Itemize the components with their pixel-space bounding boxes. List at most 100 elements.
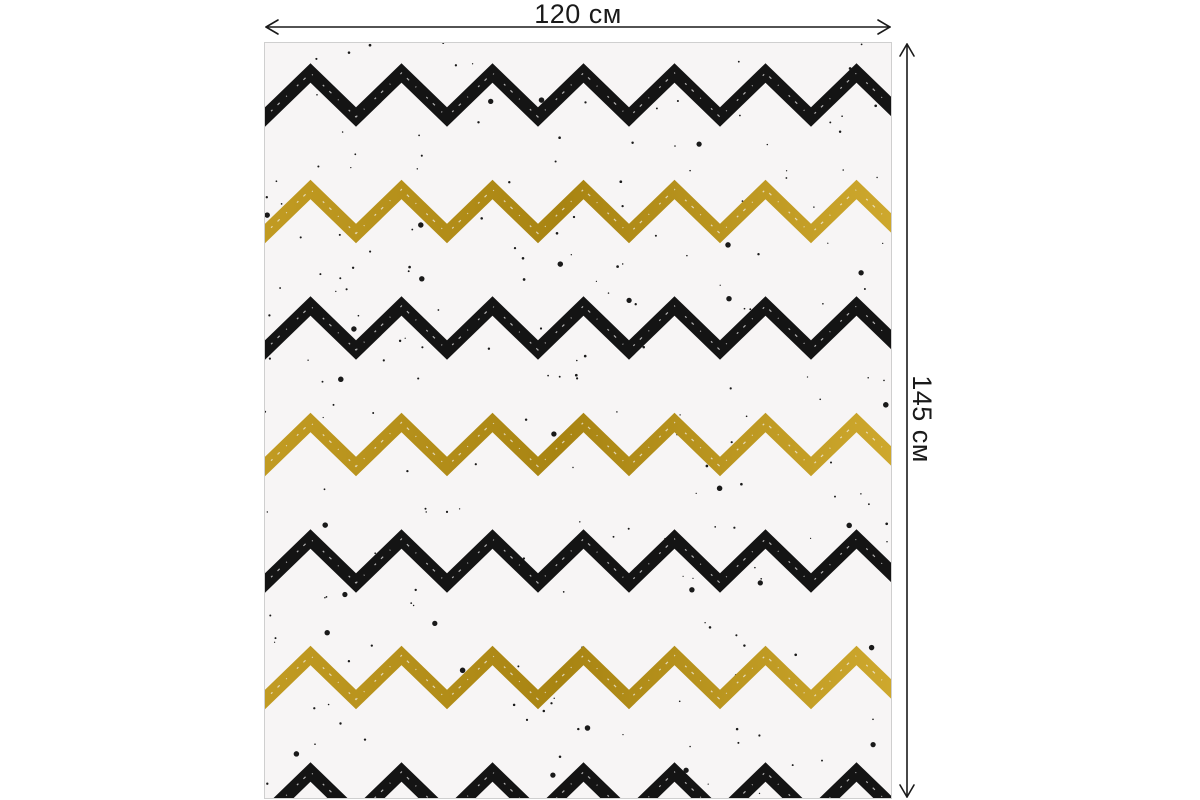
ink-speckle xyxy=(316,94,318,96)
ink-speckle xyxy=(572,466,574,469)
ink-speckle xyxy=(631,141,634,145)
ink-speckle xyxy=(806,376,809,378)
ink-speckle xyxy=(525,718,529,722)
ink-speckle xyxy=(870,741,876,748)
ink-speckle xyxy=(542,709,546,713)
ink-speckle xyxy=(860,493,862,495)
ink-speckle xyxy=(369,250,372,253)
ink-speckle xyxy=(621,204,624,208)
ink-speckle xyxy=(324,596,326,599)
ink-speckle xyxy=(406,469,409,473)
ink-speckle xyxy=(265,410,267,413)
ink-speckle xyxy=(574,373,578,377)
ink-speckle xyxy=(339,722,342,725)
ink-speckle xyxy=(707,783,709,785)
ink-speckle xyxy=(683,767,689,773)
ink-speckle xyxy=(621,263,624,265)
ink-speckle xyxy=(477,121,480,124)
ink-speckle xyxy=(471,63,474,65)
ink-speckle xyxy=(512,703,516,707)
ink-speckle xyxy=(607,292,610,294)
ink-speckle xyxy=(695,492,697,495)
ink-speckle xyxy=(554,160,557,163)
ink-speckle xyxy=(419,276,425,282)
ink-speckle xyxy=(682,575,684,577)
ink-speckle xyxy=(819,398,822,401)
ink-speckle xyxy=(314,743,316,746)
black-chevron-stripe xyxy=(265,296,891,360)
ink-speckle xyxy=(570,254,572,256)
ink-speckle xyxy=(317,165,320,168)
ink-speckle xyxy=(354,153,357,156)
ink-speckle xyxy=(809,537,812,540)
ink-speckle xyxy=(714,526,717,528)
ink-speckle xyxy=(737,60,740,63)
ink-speckle xyxy=(827,242,829,244)
ink-speckle xyxy=(266,511,268,513)
ink-speckle xyxy=(339,277,342,280)
ink-speckle xyxy=(418,134,420,137)
ink-speckle xyxy=(822,302,824,305)
ink-speckle xyxy=(886,540,888,543)
ink-speckle xyxy=(550,772,556,778)
ink-speckle xyxy=(508,181,511,184)
ink-speckle xyxy=(676,99,679,103)
width-label: 120 см xyxy=(534,0,622,29)
ink-speckle xyxy=(341,131,344,133)
ink-speckle xyxy=(273,641,276,643)
ink-speckle xyxy=(517,665,520,668)
ink-speckle xyxy=(754,566,756,569)
width-arrow-left xyxy=(265,19,279,35)
ink-speckle xyxy=(558,136,561,140)
ink-speckle xyxy=(735,727,739,731)
ink-speckle xyxy=(521,257,525,260)
ink-speckle xyxy=(576,377,579,380)
ink-speckle xyxy=(813,206,815,208)
ink-speckle xyxy=(883,402,889,408)
ink-speckle xyxy=(758,792,761,795)
ink-speckle xyxy=(347,660,351,663)
ink-speckle xyxy=(846,522,852,529)
ink-speckle xyxy=(335,290,337,293)
ink-speckle xyxy=(745,415,748,418)
ink-speckle xyxy=(735,634,738,637)
ink-speckle xyxy=(626,297,632,304)
ink-speckle xyxy=(474,463,477,466)
ink-speckle xyxy=(829,461,833,464)
ink-speckle xyxy=(655,107,658,110)
ink-speckle xyxy=(739,114,741,117)
ink-speckle xyxy=(350,167,352,169)
ink-speckle xyxy=(332,403,335,406)
ink-speckle xyxy=(323,488,326,491)
ink-speckle xyxy=(553,697,555,699)
ink-speckle xyxy=(725,242,731,248)
gold-chevron-stripe xyxy=(265,645,891,710)
ink-speckle xyxy=(268,357,271,360)
ink-speckle xyxy=(834,495,836,498)
ink-speckle xyxy=(743,307,746,310)
ink-speckle xyxy=(689,587,695,593)
ink-speckle xyxy=(432,620,438,627)
ink-speckle xyxy=(410,602,413,604)
ink-speckle xyxy=(279,287,282,289)
ink-speckle xyxy=(874,104,878,108)
ink-speckle xyxy=(557,261,564,267)
ink-speckle xyxy=(872,718,874,721)
ink-speckle xyxy=(674,145,676,147)
gold-chevron-stripe xyxy=(265,179,891,244)
ink-speckle xyxy=(868,644,875,651)
ink-speckle xyxy=(654,234,657,237)
ink-speckle xyxy=(539,327,543,330)
ink-speckle xyxy=(411,228,414,231)
ink-speckle xyxy=(791,764,794,767)
ink-speckle xyxy=(420,154,423,157)
ink-speckle xyxy=(524,418,528,421)
ink-speckle xyxy=(555,232,559,235)
ink-speckle xyxy=(351,326,357,332)
ink-speckle xyxy=(357,314,360,317)
ink-speckle xyxy=(743,644,746,647)
ink-speckle xyxy=(274,637,277,640)
ink-speckle xyxy=(868,503,870,506)
ink-speckle xyxy=(627,527,630,530)
ink-speckle xyxy=(740,482,743,486)
